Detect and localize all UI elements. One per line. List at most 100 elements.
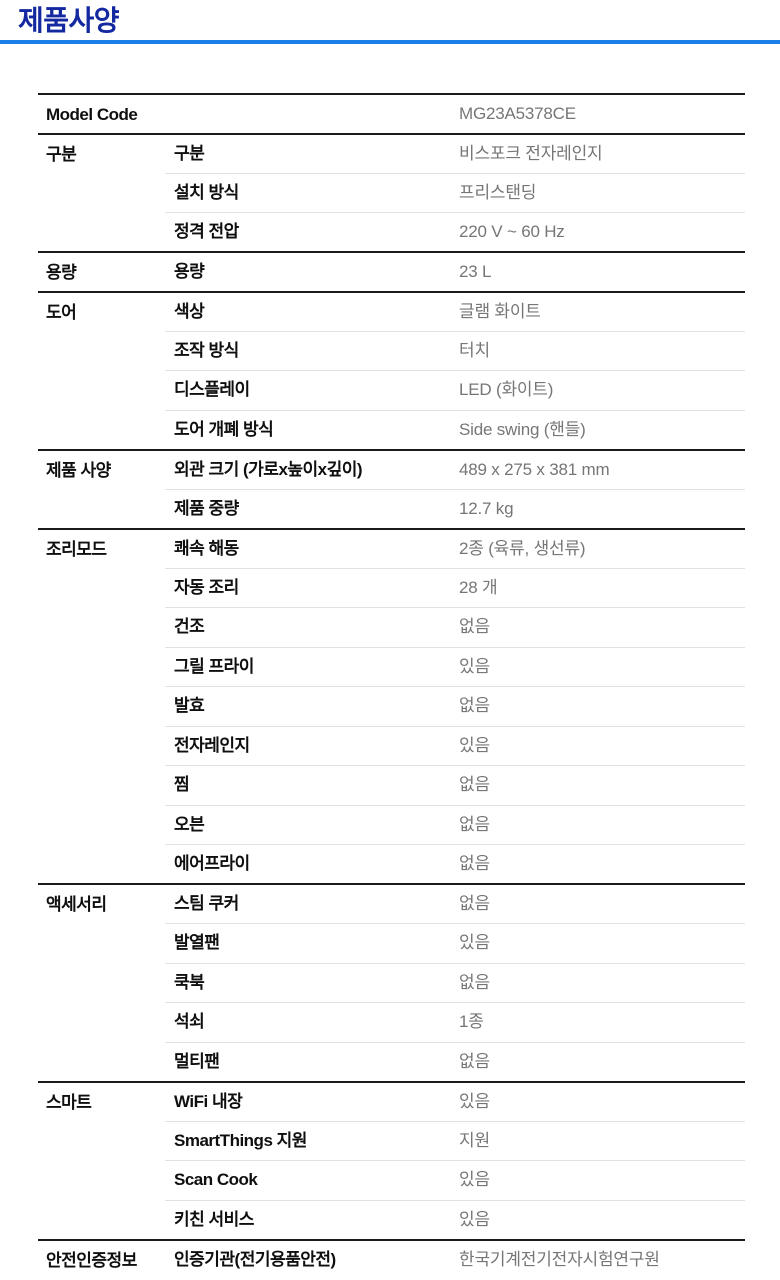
spec-value-cell: 없음 [455,962,745,1003]
spec-section: 구분 구분 비스포크 전자레인지 설치 방식 프리스탠딩 정격 전압 220 V ~ 60 … [38,132,745,252]
spec-section: 제품 사양 외관 크기 (가로x높이x깊이) 489 x 275 x 381 mm 제… [38,448,745,529]
spec-section: 안전인증정보 인증기관(전기용품안전) 한국기계전기전자시험연구원 [38,1238,745,1279]
spec-value-cell: 없음 [455,804,745,845]
spec-label-cell: 에어프라이 [165,844,455,884]
table-row: 에어프라이 없음 [38,844,745,884]
spec-value-cell: 없음 [455,607,745,647]
spec-value-cell: 12.7 kg [455,488,745,529]
table-row: 도어 개폐 방식 Side swing (핸들) [38,409,745,450]
category-cell: 제품 사양 [38,448,165,529]
spec-table: Model Code MG23A5378CE 구분 구분 비스포크 전자레인지 설치 방식… [38,93,745,1279]
spec-value-cell: 23 L [455,251,745,292]
spec-label-cell: SmartThings 지원 [165,1120,455,1161]
spec-section: 용량 용량 23 L [38,251,745,292]
spec-label-cell: 쿡북 [165,962,455,1003]
spec-label-cell: 제품 중량 [165,488,455,529]
title-divider [0,40,780,44]
spec-value-cell: 28 개 [455,567,745,608]
spec-value-cell: 한국기계전기전자시험연구원 [455,1238,745,1279]
spec-label-cell: 석쇠 [165,1002,455,1042]
spec-value-cell: 없음 [455,844,745,884]
spec-section: 도어 색상 글램 화이트 조작 방식 터치 디스플레이 LED (화이트) 도어 개폐 방식 S… [38,290,745,450]
spec-section: Model Code MG23A5378CE [38,93,745,134]
table-row: 그릴 프라이 있음 [38,646,745,687]
table-row: 석쇠 1종 [38,1002,745,1042]
table-row: 오븐 없음 [38,804,745,845]
spec-label-cell: 용량 [165,251,455,292]
category-cell: 안전인증정보 [38,1238,165,1279]
table-row: 제품 사양 외관 크기 (가로x높이x깊이) 489 x 275 x 381 mm [38,448,745,529]
spec-label-cell: 그릴 프라이 [165,646,455,687]
spec-value-cell: 비스포크 전자레인지 [455,132,745,173]
spec-value-cell: 220 V ~ 60 Hz [455,212,745,252]
category-cell: 액세서리 [38,883,165,1082]
spec-section: 조리모드 쾌속 해동 2종 (육류, 생선류) 자동 조리 28 개 건조 없음 그릴 프라이… [38,527,745,884]
category-cell: 조리모드 [38,527,165,884]
spec-value-cell: 있음 [455,646,745,687]
table-row: 키친 서비스 있음 [38,1199,745,1240]
spec-label-cell: 인증기관(전기용품안전) [165,1238,455,1279]
spec-label-cell: 정격 전압 [165,212,455,252]
spec-value-cell: LED (화이트) [455,370,745,410]
spec-label-cell [165,93,455,134]
spec-label-cell: 오븐 [165,804,455,845]
spec-label-cell: 자동 조리 [165,567,455,608]
table-row: 설치 방식 프리스탠딩 [38,172,745,213]
spec-label-cell: 발효 [165,686,455,726]
spec-value-cell: 글램 화이트 [455,290,745,331]
spec-value-cell: MG23A5378CE [455,93,745,134]
table-row: 찜 없음 [38,765,745,805]
table-row: 안전인증정보 인증기관(전기용품안전) 한국기계전기전자시험연구원 [38,1238,745,1279]
spec-label-cell: 발열팬 [165,923,455,963]
table-row: 액세서리 스팀 쿠커 없음 [38,883,745,1082]
spec-label-cell: 색상 [165,290,455,331]
spec-label-cell: WiFi 내장 [165,1080,455,1121]
spec-section: 액세서리 스팀 쿠커 없음 발열팬 있음 쿡북 없음 석쇠 1종 멀티팬 없음 [38,883,745,1082]
table-row: 도어 색상 글램 화이트 [38,290,745,450]
spec-value-cell: 있음 [455,923,745,963]
spec-value-cell: 없음 [455,686,745,726]
spec-value-cell: 없음 [455,765,745,805]
table-row: 조작 방식 터치 [38,330,745,371]
spec-value-cell: 없음 [455,1041,745,1082]
spec-value-cell: 프리스탠딩 [455,172,745,213]
spec-label-cell: 전자레인지 [165,725,455,766]
table-row: 정격 전압 220 V ~ 60 Hz [38,212,745,252]
spec-value-cell: 489 x 275 x 381 mm [455,448,745,489]
table-row: SmartThings 지원 지원 [38,1120,745,1161]
spec-label-cell: 도어 개폐 방식 [165,409,455,450]
spec-label-cell: 디스플레이 [165,370,455,410]
spec-label-cell: 키친 서비스 [165,1199,455,1240]
spec-label-cell: 구분 [165,132,455,173]
spec-label-cell: 쾌속 해동 [165,527,455,568]
spec-label-cell: 조작 방식 [165,330,455,371]
category-cell: 도어 [38,290,165,450]
spec-value-cell: 지원 [455,1120,745,1161]
spec-label-cell: 건조 [165,607,455,647]
spec-label-cell: 멀티팬 [165,1041,455,1082]
spec-value-cell: Side swing (핸들) [455,409,745,450]
table-row: 발열팬 있음 [38,923,745,963]
spec-label-cell: 외관 크기 (가로x높이x깊이) [165,448,455,489]
spec-value-cell: 2종 (육류, 생선류) [455,527,745,568]
table-row: 디스플레이 LED (화이트) [38,370,745,410]
table-row: 스마트 WiFi 내장 있음 [38,1080,745,1240]
category-cell: 용량 [38,251,165,292]
table-row: 쿡북 없음 [38,962,745,1003]
spec-value-cell: 있음 [455,1080,745,1121]
spec-value-cell: 터치 [455,330,745,371]
spec-value-cell: 없음 [455,883,745,924]
spec-value-cell: 있음 [455,1160,745,1200]
table-row: 구분 구분 비스포크 전자레인지 [38,132,745,252]
spec-label-cell: 설치 방식 [165,172,455,213]
spec-section: 스마트 WiFi 내장 있음 SmartThings 지원 지원 Scan Cook 있음 키… [38,1080,745,1240]
spec-label-cell: 스팀 쿠커 [165,883,455,924]
table-row: 건조 없음 [38,607,745,647]
spec-value-cell: 있음 [455,1199,745,1240]
table-row: 조리모드 쾌속 해동 2종 (육류, 생선류) [38,527,745,884]
table-row: 제품 중량 12.7 kg [38,488,745,529]
spec-value-cell: 있음 [455,725,745,766]
category-cell: 스마트 [38,1080,165,1240]
table-row: 자동 조리 28 개 [38,567,745,608]
table-row: Model Code MG23A5378CE [38,93,745,134]
